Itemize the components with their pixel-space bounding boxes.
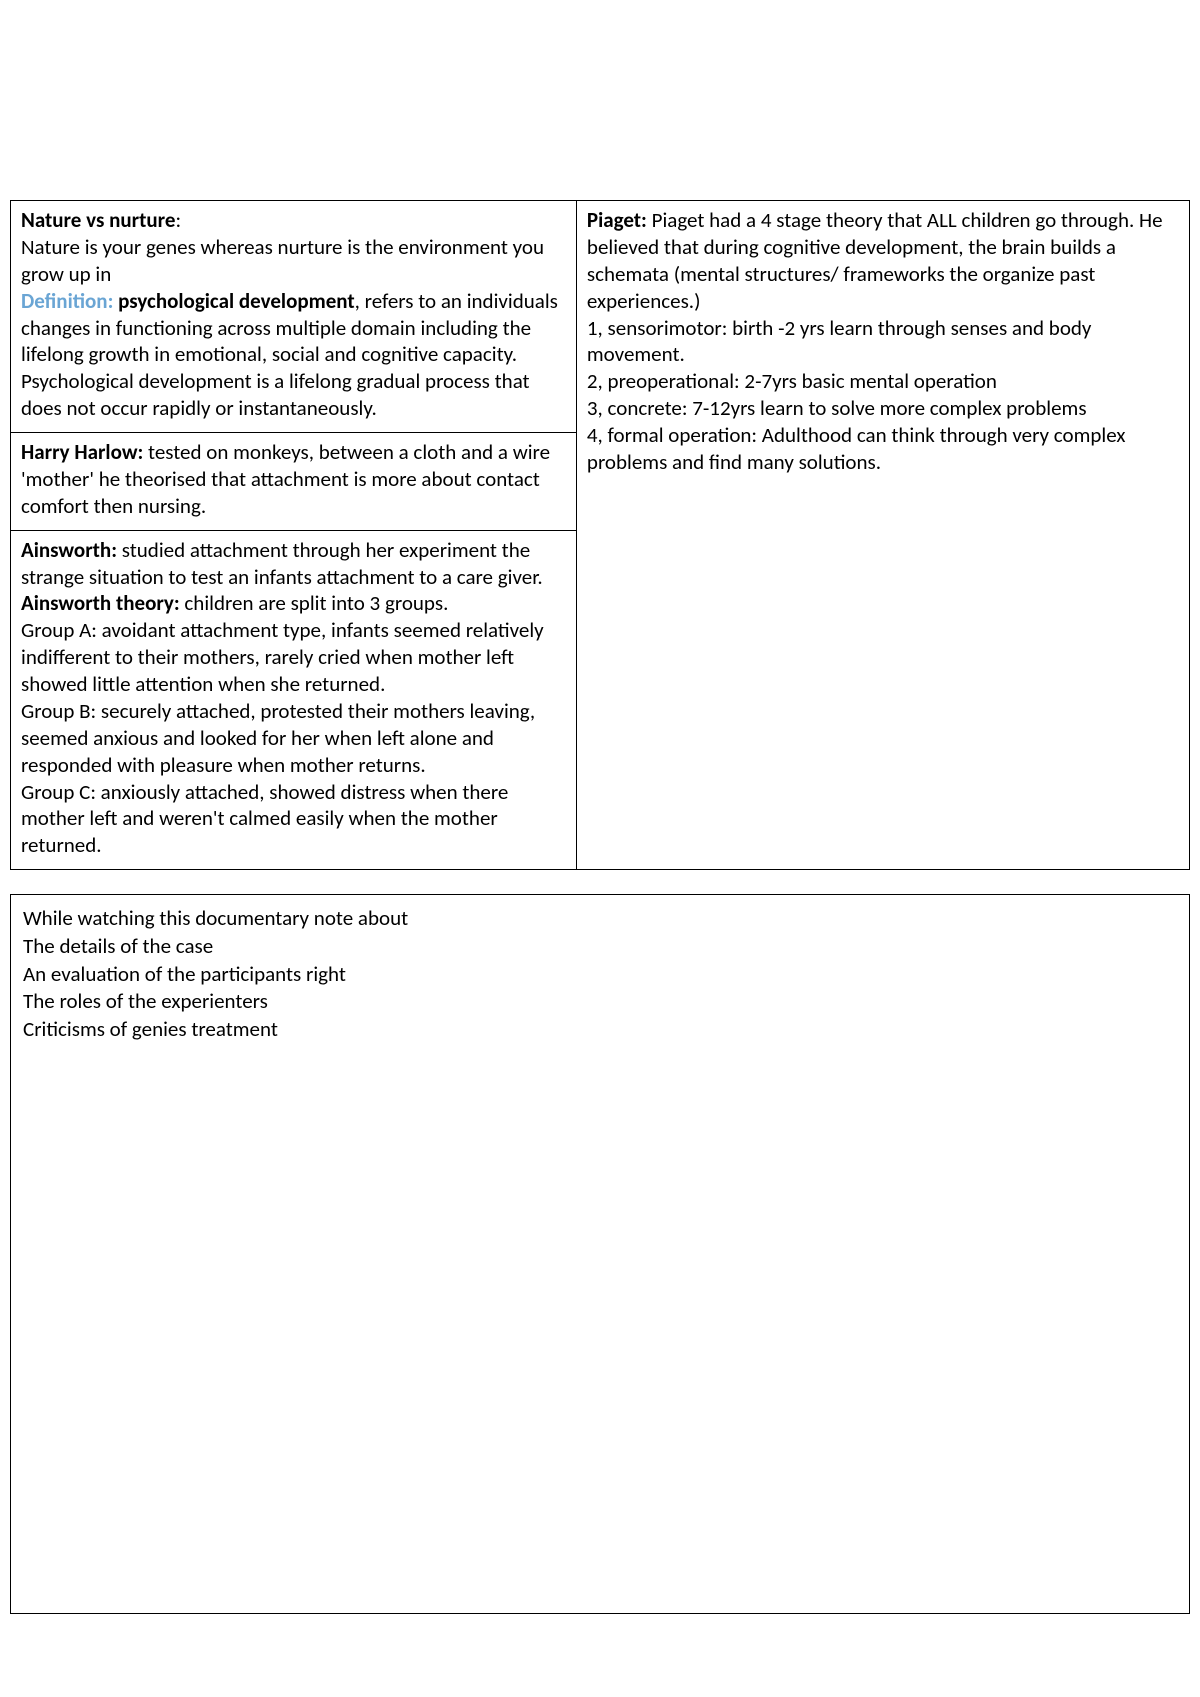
notes-line-3: An evaluation of the participants right — [23, 961, 1177, 989]
ainsworth-group-c: Group C: anxiously attached, showed dist… — [21, 779, 508, 859]
ainsworth-label: Ainsworth: — [21, 537, 117, 563]
documentary-notes-box: While watching this documentary note abo… — [10, 894, 1190, 1614]
nature-title: Nature vs nurture — [21, 207, 175, 233]
notes-table: Nature vs nurture: Nature is your genes … — [10, 200, 1190, 870]
definition-label: Definition: — [21, 288, 113, 314]
notes-line-4: The roles of the experienters — [23, 988, 1177, 1016]
cell-nature-nurture: Nature vs nurture: Nature is your genes … — [11, 201, 577, 433]
nature-body-1: Nature is your genes whereas nurture is … — [21, 234, 544, 287]
notes-line-1: While watching this documentary note abo… — [23, 905, 1177, 933]
piaget-stage-3: 3, concrete: 7-12yrs learn to solve more… — [587, 395, 1087, 421]
notes-line-2: The details of the case — [23, 933, 1177, 961]
notes-line-5: Criticisms of genies treatment — [23, 1016, 1177, 1044]
document-page: Nature vs nurture: Nature is your genes … — [0, 0, 1200, 1697]
ainsworth-theory-label: Ainsworth theory: — [21, 590, 180, 616]
cell-harlow: Harry Harlow: tested on monkeys, between… — [11, 433, 577, 531]
cell-piaget: Piaget: Piaget had a 4 stage theory that… — [576, 201, 1189, 870]
piaget-label: Piaget: — [587, 207, 647, 233]
ainsworth-theory-body: children are split into 3 groups. — [180, 590, 449, 616]
table-row: Nature vs nurture: Nature is your genes … — [11, 201, 1190, 433]
piaget-body: Piaget had a 4 stage theory that ALL chi… — [587, 207, 1163, 314]
cell-ainsworth: Ainsworth: studied attachment through he… — [11, 530, 577, 870]
nature-body-2: Psychological development is a lifelong … — [21, 368, 530, 421]
colon: : — [175, 207, 181, 233]
piaget-stage-2: 2, preoperational: 2-7yrs basic mental o… — [587, 368, 997, 394]
ainsworth-group-a: Group A: avoidant attachment type, infan… — [21, 617, 544, 697]
harlow-label: Harry Harlow: — [21, 439, 143, 465]
piaget-stage-1: 1, sensorimotor: birth -2 yrs learn thro… — [587, 315, 1092, 368]
definition-bold: psychological development — [113, 288, 354, 314]
piaget-stage-4: 4, formal operation: Adulthood can think… — [587, 422, 1126, 475]
ainsworth-group-b: Group B: securely attached, protested th… — [21, 698, 535, 778]
